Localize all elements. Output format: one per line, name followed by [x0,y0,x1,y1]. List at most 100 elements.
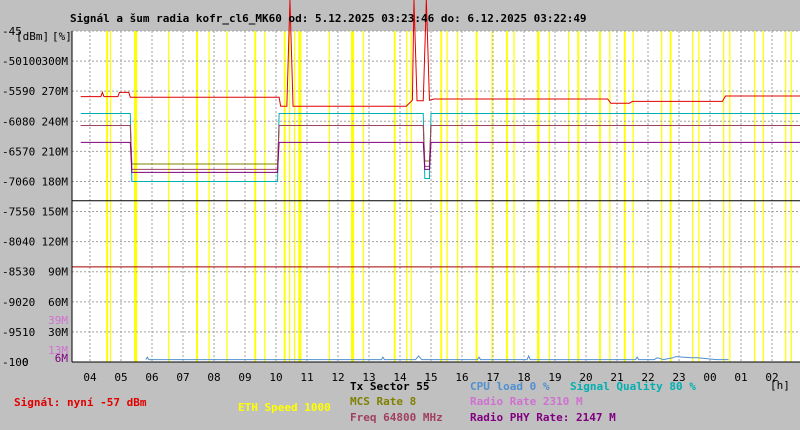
y-tick-label-rate: 180M [42,175,69,188]
legend-signal: Signál: nyní -57 dBm [14,396,147,409]
x-tick-label: 09 [238,371,251,384]
highlight-band [298,31,302,362]
highlight-band [661,31,663,362]
highlight-band [762,31,764,362]
y-tick-label-dbm: -70 [2,175,22,188]
x-tick-label: 16 [455,371,468,384]
y-tick-label-rate: 30M [48,326,68,339]
highlight-band [196,31,198,362]
y-tick-labels: -45-50 100 300M-55 90 270M-60 80 240M-65 70 210M… [2,25,68,369]
chart-title: Signál a šum radia kofr_cl6_MK60 od: 5.1… [70,12,587,25]
x-tick-label: 23 [672,371,685,384]
y-tick-label-pct: 90 [22,85,35,98]
y-axis-unit-pct: [%] [52,30,72,43]
y-tick-label-dbm: -65 [2,145,22,158]
highlight-band [106,31,108,362]
highlight-band [208,31,210,362]
highlight-band [537,31,540,362]
x-tick-label: 15 [424,371,437,384]
x-tick-label: 06 [145,371,158,384]
y-tick-label-pct: 50 [22,206,35,219]
x-tick-label: 21 [610,371,623,384]
y-tick-label-dbm: -60 [2,115,22,128]
highlight-band [669,31,672,362]
legend-cpu-load: CPU load 0 % [470,380,550,393]
series-line [80,0,800,107]
x-tick-label: 05 [114,371,127,384]
highlight-band [623,31,626,362]
x-axis-unit: [h] [770,379,790,392]
x-tick-label: 22 [641,371,654,384]
x-tick-label: 14 [393,371,407,384]
highlight-band [785,31,787,362]
highlight-band [698,31,700,362]
y-tick-label-pct: 40 [22,236,35,249]
x-tick-label: 13 [362,371,375,384]
highlight-band [692,31,694,362]
highlight-band [577,31,580,362]
y-tick-label-dbm: -75 [2,206,22,219]
highlight-band [264,31,266,362]
highlight-band [632,31,634,362]
highlight-band [506,31,508,362]
y-tick-label-dbm: -85 [2,266,22,279]
highlight-band [406,31,408,362]
y-tick-label-dbm: -45 [2,25,22,38]
y-tick-label-dbm: -80 [2,236,22,249]
x-tick-label: 18 [517,371,530,384]
highlight-band [568,31,570,362]
y-tick-label-rate: 60M [48,296,68,309]
highlight-band [446,31,448,362]
plot-area [72,31,800,362]
y-tick-label-pct: 20 [22,296,35,309]
highlight-band [491,31,493,362]
highlight-band [283,31,286,362]
highlight-band [289,31,291,362]
legend-eth-speed: ETH Speed 1000 [238,401,331,414]
y-tick-label-dbm: -90 [2,296,22,309]
highlight-band [754,31,756,362]
highlight-band [328,31,330,362]
x-tick-label: 12 [331,371,344,384]
legend-signal-quality: Signal Quality 80 % [570,380,696,393]
y-tick-label-pct: 100 [22,55,42,68]
y-tick-label-rate: 270M [42,85,69,98]
highlight-band [790,31,792,362]
highlight-band [109,31,112,362]
x-tick-label: 17 [486,371,499,384]
x-tick-label: 08 [207,371,220,384]
legend-freq: Freq 64800 MHz [350,411,443,424]
x-tick-label: 01 [734,371,747,384]
y-tick-label-pct: 70 [22,145,35,158]
highlight-band [410,31,412,362]
x-tick-label: 20 [579,371,592,384]
highlight-band [723,31,725,362]
y-tick-label-dbm: -95 [2,326,22,339]
highlight-band [513,31,515,362]
y-tick-label-dbm: -55 [2,85,22,98]
x-tick-label: 04 [83,371,97,384]
y-tick-label-dbm: -50 [2,55,22,68]
highlight-band [293,31,296,362]
rate-side-label: 13M [48,344,68,357]
y-tick-label-rate: 90M [48,266,68,279]
series-line [80,124,800,170]
y-tick-label-rate: 120M [42,236,69,249]
highlight-band [609,31,611,362]
y-tick-label-rate: 300M [42,55,69,68]
y-tick-label-rate: 240M [42,115,69,128]
highlight-band [440,31,443,362]
highlight-band [393,31,396,362]
legend-mcs-rate: MCS Rate 8 [350,395,416,408]
highlight-band [134,31,138,362]
y-tick-label-dbm: -100 [2,356,29,369]
x-tick-label: 19 [548,371,561,384]
legend-tx-sector: Tx Sector 55 [350,380,429,393]
y-tick-label-pct: 60 [22,175,35,188]
highlight-band [475,31,478,362]
highlight-band [351,31,355,362]
series-lines [80,0,800,361]
y-tick-label-pct: 10 [22,326,35,339]
legend-radio-phy-rate: Radio PHY Rate: 2147 M [470,411,616,424]
